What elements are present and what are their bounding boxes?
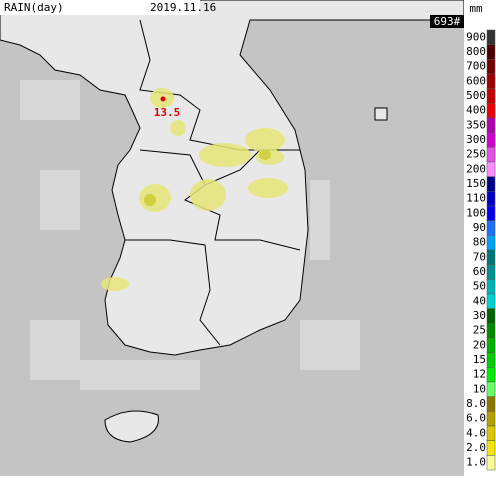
legend-label: 4.0 [466, 426, 486, 439]
legend-swatch [486, 337, 496, 353]
legend-swatch [486, 44, 496, 60]
max-value: 13.5 [154, 106, 181, 119]
legend-swatch [486, 279, 496, 295]
radar-coverage [20, 80, 360, 390]
legend-swatch [486, 176, 496, 192]
legend-swatch [486, 59, 496, 75]
legend-label: 30 [473, 309, 486, 322]
legend-label: 700 [466, 60, 486, 73]
legend-label: 800 [466, 45, 486, 58]
legend-swatch [486, 103, 496, 119]
legend-swatch [486, 220, 496, 236]
legend-label: 600 [466, 74, 486, 87]
legend-label: 250 [466, 148, 486, 161]
legend-swatch [486, 425, 496, 441]
legend-swatch [486, 88, 496, 104]
legend-label: 40 [473, 294, 486, 307]
product: RAIN(day) [4, 1, 64, 14]
legend-swatch [486, 411, 496, 427]
rain-cores [144, 150, 271, 206]
legend-swatch [486, 308, 496, 324]
legend-swatch [486, 147, 496, 163]
legend-swatch [486, 323, 496, 339]
legend-label: 500 [466, 89, 486, 102]
legend-swatch [486, 73, 496, 89]
legend-label: 150 [466, 177, 486, 190]
legend-swatch [486, 205, 496, 221]
legend-swatch [486, 191, 496, 207]
legend-label: 12 [473, 368, 486, 381]
legend-swatch [486, 367, 496, 383]
count: 693# [434, 15, 461, 28]
legend-label: 100 [466, 206, 486, 219]
legend-swatch [486, 381, 496, 397]
legend-swatch [486, 455, 496, 471]
legend-swatch [486, 249, 496, 265]
legend-swatch [486, 396, 496, 412]
land [0, 0, 465, 443]
legend-label: 400 [466, 104, 486, 117]
legend-swatch [486, 161, 496, 177]
legend-label: 6.0 [466, 412, 486, 425]
count-bg [430, 15, 464, 28]
legend-swatch [486, 293, 496, 309]
legend-swatch [486, 117, 496, 133]
legend-swatch [486, 264, 496, 280]
legend-label: 2.0 [466, 441, 486, 454]
legend-label: 25 [473, 324, 486, 337]
legend-label: 350 [466, 118, 486, 131]
legend-label: 10 [473, 382, 486, 395]
legend-label: 90 [473, 221, 486, 234]
legend-label: 70 [473, 250, 486, 263]
legend-swatch [486, 440, 496, 456]
date: 2019.11.16 [150, 1, 216, 14]
legend-label: 900 [466, 30, 486, 43]
legend-label: 80 [473, 236, 486, 249]
legend-label: 110 [466, 192, 486, 205]
legend-label: 50 [473, 280, 486, 293]
legend-label: 8.0 [466, 397, 486, 410]
legend-label: 15 [473, 353, 486, 366]
header-bg [0, 0, 200, 15]
legend-swatch [486, 235, 496, 251]
max-point [160, 96, 166, 102]
legend-label: 60 [473, 265, 486, 278]
unit: mm [469, 2, 483, 15]
legend-label: 20 [473, 338, 486, 351]
legend-label: 1.0 [466, 456, 486, 469]
legend-label: 300 [466, 133, 486, 146]
legend-swatch [486, 132, 496, 148]
legend-label: 200 [466, 162, 486, 175]
legend-swatch [486, 29, 496, 45]
legend-swatch [486, 352, 496, 368]
